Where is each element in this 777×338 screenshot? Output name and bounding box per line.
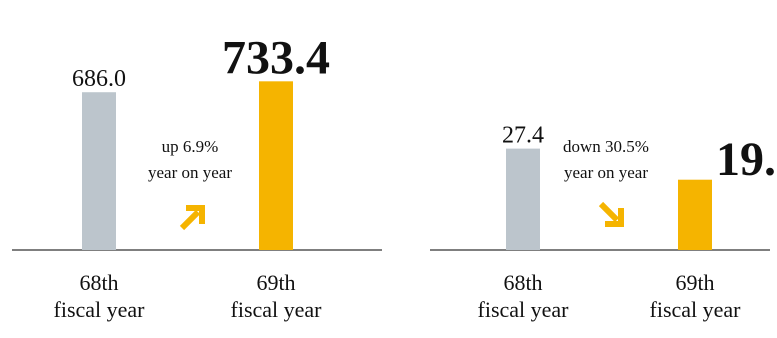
chart-1-annotation-line-2: year on year	[148, 163, 232, 182]
chart-2-annotation-line-2: year on year	[564, 163, 648, 182]
chart-2-category-label-1: 68th fiscal year	[478, 270, 570, 322]
chart-2-category-label-2: 69th fiscal year	[650, 270, 742, 322]
chart-1-bar-2	[259, 81, 293, 251]
chart-2-bar-1	[506, 148, 540, 250]
chart-2-annotation-line-1: down 30.5%	[563, 137, 649, 156]
chart-1-category-label-1: 68th fiscal year	[54, 270, 146, 322]
chart-2-down-arrow-icon	[598, 201, 624, 227]
chart-1-up-arrow-icon	[179, 205, 205, 231]
chart-2-value-label-2: 19.0	[716, 133, 777, 186]
chart-1-category-label-2: 69th fiscal year	[231, 270, 323, 322]
chart-1-value-label-1: 686.0	[72, 66, 126, 92]
chart-1-annotation-line-1: up 6.9%	[162, 137, 219, 156]
chart-2-value-label-1: 27.4	[502, 123, 544, 149]
chart-1-bar-1	[82, 92, 116, 250]
chart-1-value-label-2: 733.4	[222, 31, 330, 84]
chart-2-bar-2	[678, 179, 712, 250]
